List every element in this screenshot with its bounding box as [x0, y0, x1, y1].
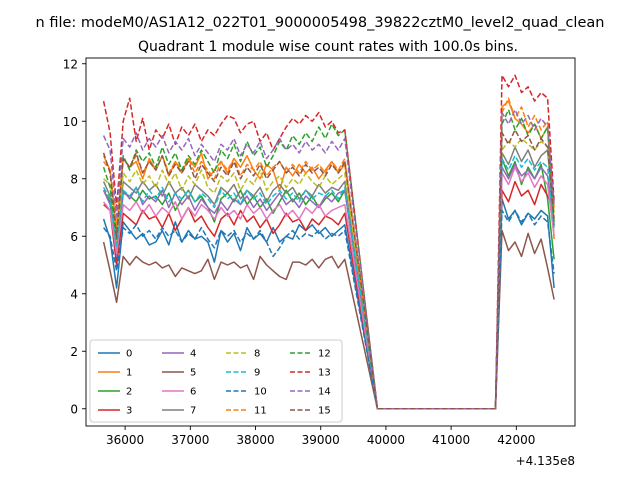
legend-box — [89, 339, 343, 423]
y-tick-label: 8 — [70, 172, 78, 186]
y-tick-label: 0 — [70, 402, 78, 416]
series-line-14 — [102, 108, 555, 410]
plot-frame — [85, 57, 576, 427]
x-tick-label: 38000 — [236, 433, 274, 447]
y-tick-label: 6 — [70, 230, 78, 244]
series-layer — [102, 74, 555, 410]
legend-label-3: 3 — [126, 406, 132, 417]
chart-title: Quadrant 1 module wise count rates with … — [138, 39, 518, 55]
x-offset-label: +4.135e8 — [516, 454, 575, 468]
series-line-15 — [102, 129, 555, 410]
figure-suptitle: n file: modeM0/AS1A12_022T01_9000005498_… — [36, 15, 605, 31]
series-line-8 — [103, 137, 555, 410]
x-tick-label: 39000 — [302, 433, 340, 447]
y-tick-label: 2 — [70, 345, 78, 359]
x-tick-label: 42000 — [497, 433, 535, 447]
legend-label-6: 6 — [190, 387, 196, 398]
legend-label-5: 5 — [190, 368, 196, 379]
legend-label-4: 4 — [190, 349, 196, 360]
x-tick-label: 40000 — [367, 433, 405, 447]
series-line-10 — [102, 209, 555, 410]
legend-label-13: 13 — [318, 368, 331, 379]
legend-label-1: 1 — [126, 368, 132, 379]
series-line-12 — [102, 108, 555, 410]
series-line-13 — [102, 74, 555, 410]
legend-label-2: 2 — [126, 387, 132, 398]
legend-label-12: 12 — [318, 349, 331, 360]
axis-layer: 36000 37000 38000 39000 40000 41000 42000 0 2 4 6 8… — [63, 57, 536, 447]
legend-label-7: 7 — [190, 406, 196, 417]
x-tick-label: 37000 — [171, 433, 209, 447]
legend-label-10: 10 — [254, 387, 267, 398]
legend-label-14: 14 — [318, 387, 331, 398]
y-tick-label: 10 — [63, 115, 78, 129]
y-tick-label: 12 — [63, 57, 78, 71]
series-line-9 — [102, 154, 555, 410]
legend-label-11: 11 — [254, 406, 267, 417]
legend-label-0: 0 — [126, 349, 132, 360]
legend-label-9: 9 — [254, 368, 260, 379]
x-tick-label: 36000 — [106, 433, 144, 447]
y-tick-label: 4 — [70, 287, 78, 301]
series-line-5 — [102, 229, 555, 410]
legend-label-15: 15 — [318, 406, 331, 417]
x-tick-label: 41000 — [432, 433, 470, 447]
legend-label-8: 8 — [254, 349, 260, 360]
